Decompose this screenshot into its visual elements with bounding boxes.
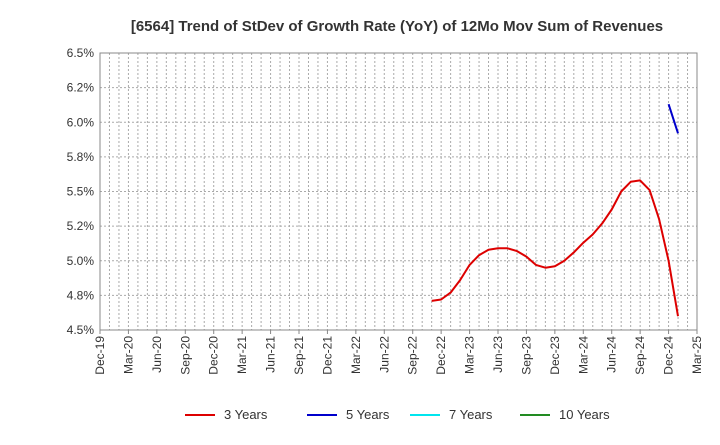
x-tick-label: Sep-22 [406, 336, 420, 375]
x-tick-label: Jun-21 [264, 336, 278, 373]
x-axis-tick-labels: Dec-19 Mar-20 Jun-20 Sep-20 Dec-20 Mar-21 Jun-… [93, 330, 704, 375]
y-tick-label: 5.8% [67, 150, 95, 164]
x-tick-label: Mar-25 [690, 336, 704, 374]
grid-lines [99, 52, 698, 331]
legend-label-7-years: 7 Years [449, 407, 493, 422]
x-tick-label: Sep-24 [633, 336, 647, 375]
x-tick-label: Dec-24 [662, 336, 676, 375]
legend-label-10-years: 10 Years [559, 407, 610, 422]
x-tick-label: Mar-24 [576, 336, 590, 374]
y-tick-label: 6.2% [67, 81, 95, 95]
x-tick-label: Mar-21 [235, 336, 249, 374]
x-tick-label: Jun-22 [377, 336, 391, 373]
x-tick-label: Dec-22 [434, 336, 448, 375]
y-tick-label: 4.5% [67, 323, 95, 337]
series-lines [431, 103, 679, 317]
chart-title: [6564] Trend of StDev of Growth Rate (Yo… [131, 18, 663, 35]
y-axis-tick-labels: 4.5% 4.8% 5.0% 5.2% 5.5% 5.8% 6.0% 6.2% 6.5% [67, 46, 95, 337]
y-tick-label: 5.5% [67, 185, 95, 199]
y-tick-label: 4.8% [67, 288, 95, 302]
x-tick-label: Mar-20 [121, 336, 135, 374]
x-tick-label: Dec-19 [93, 336, 107, 375]
x-tick-label: Sep-20 [178, 336, 192, 375]
legend-label-3-years: 3 Years [224, 407, 268, 422]
x-tick-label: Mar-23 [463, 336, 477, 374]
x-tick-label: Jun-24 [605, 336, 619, 373]
x-tick-label: Dec-21 [320, 336, 334, 375]
y-tick-label: 6.0% [67, 115, 95, 129]
x-tick-label: Sep-23 [519, 336, 533, 375]
x-tick-label: Dec-20 [207, 336, 221, 375]
legend-label-5-years: 5 Years [346, 407, 390, 422]
legend: 3 Years 5 Years 7 Years 10 Years [185, 407, 610, 422]
series-line-5-years [667, 103, 679, 134]
x-tick-label: Jun-23 [491, 336, 505, 373]
x-tick-label: Jun-20 [150, 336, 164, 373]
y-tick-label: 6.5% [67, 46, 95, 60]
x-tick-label: Mar-22 [349, 336, 363, 374]
plot-frame [99, 52, 698, 331]
y-tick-label: 5.2% [67, 219, 95, 233]
x-tick-label: Dec-23 [548, 336, 562, 375]
x-tick-label: Sep-21 [292, 336, 306, 375]
series-line-3-years [431, 179, 679, 317]
y-tick-label: 5.0% [67, 254, 95, 268]
